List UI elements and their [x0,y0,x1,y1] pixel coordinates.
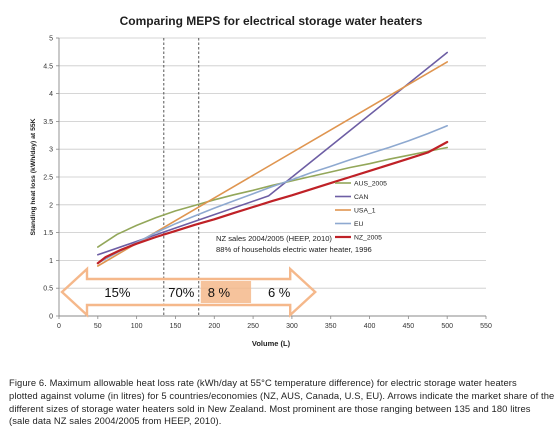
series-line-can [97,51,449,256]
series-line-aus_2005 [97,146,449,248]
tick-label-y: 1.5 [43,230,53,237]
tick-label-y: 0 [49,314,53,321]
market-share-label: 15% [104,285,130,300]
tick-label-x: 550 [480,323,492,330]
market-share-label: 70% [168,285,194,300]
tick-label-y: 2 [49,202,53,209]
market-share-label: 8 % [208,285,231,300]
legend-label: EU [354,221,364,228]
tick-label-x: 400 [364,323,376,330]
market-share-arrow: 15% 70% 8 % 6 % [60,266,317,318]
tick-label-y: 3 [49,147,53,154]
market-share-arrow-outline [60,266,317,318]
caption-line-3: different sizes of storage water heaters… [9,402,531,414]
annotation: NZ sales 2004/2005 (HEEP, 2010) 88% of h… [216,234,372,254]
series-line-eu [97,125,449,265]
tick-label-y: 5 [49,36,53,43]
tick-label-x: 500 [441,323,453,330]
tick-label-x: 100 [131,323,143,330]
legend-label: USA_1 [354,208,376,215]
market-share-highlight [200,281,252,303]
tick-label-x: 450 [403,323,415,330]
grid [59,37,486,317]
tick-label-x: 150 [170,323,182,330]
tick-label-x: 250 [247,323,259,330]
tick-label-y: 0.5 [43,286,53,293]
caption-line-2: plotted against volume (in litres) for 5… [9,389,555,401]
series-line-nz_2005 [96,140,449,265]
tick-label-x: 350 [325,323,337,330]
annotation-line-1: NZ sales 2004/2005 (HEEP, 2010) [216,234,332,243]
legend-label: NZ_2005 [354,235,382,242]
tick-label-x: 200 [208,323,220,330]
legend: AUS_2005 CAN USA_1 EU NZ_2005 [335,181,387,242]
x-axis-label: Volume (L) [252,339,291,348]
y-axis-label: Standing heat loss (kWh/day) at 55K [30,118,37,235]
caption-line-4: (sale data NZ sales 2004/2005 from HEEP,… [9,415,222,427]
annotation-line-2: 88% of households electric water heater,… [216,245,372,254]
tick-label-y: 2.5 [43,175,53,182]
tick-label-y: 4.5 [43,63,53,70]
market-share-label: 6 % [268,285,291,300]
chart-title: Comparing MEPS for electrical storage wa… [120,14,423,28]
chart-area: Comparing MEPS for electrical storage wa… [30,14,492,348]
legend-label: AUS_2005 [354,181,387,188]
tick-label-y: 1 [49,258,53,265]
legend-label: CAN [354,194,368,201]
tick-label-y: 4 [49,91,53,98]
reference-lines [163,38,200,316]
tick-label-x: 0 [57,323,61,330]
axes: 00.511.522.533.544.550 50 100 150 200 250 300 3… [43,36,492,331]
tick-label-x: 300 [286,323,298,330]
caption-line-1: Figure 6. Maximum allowable heat loss ra… [9,377,517,388]
figure-caption: Figure 6. Maximum allowable heat loss ra… [9,377,554,428]
tick-label-y: 3.5 [43,119,53,126]
tick-label-x: 50 [94,323,102,330]
series-lines [96,51,449,267]
